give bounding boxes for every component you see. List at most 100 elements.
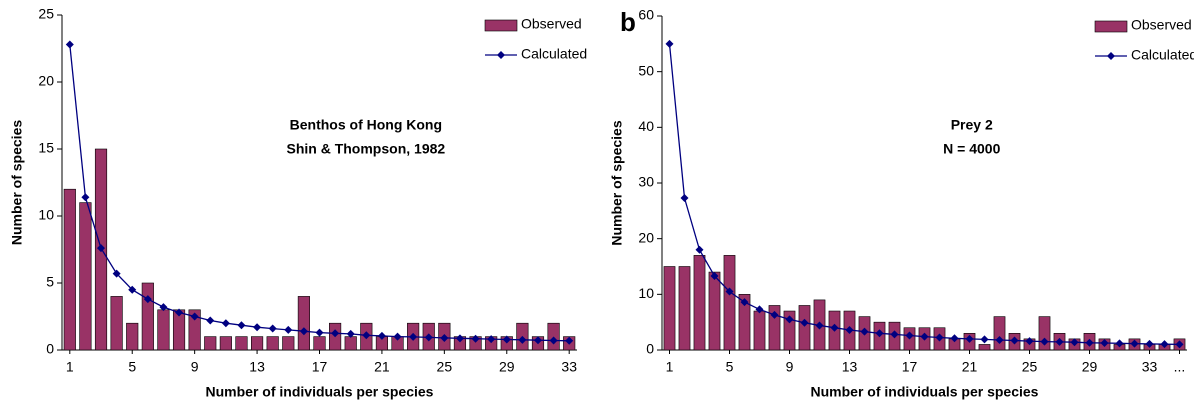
x-axis-title: Number of individuals per species <box>811 384 1039 400</box>
calculated-point <box>935 333 944 342</box>
x-tick-label: 9 <box>786 359 794 375</box>
legend-label: Calculated <box>1131 47 1194 63</box>
y-tick-label: 25 <box>38 6 54 22</box>
calculated-point <box>1160 340 1169 349</box>
x-tick-label: 29 <box>499 359 515 375</box>
legend-marker <box>497 51 505 59</box>
bar <box>723 255 736 351</box>
bar <box>993 316 1006 351</box>
calculated-point <box>143 295 152 304</box>
bar <box>344 336 357 351</box>
calculated-point <box>424 333 433 342</box>
calculated-point <box>770 310 779 319</box>
bar <box>63 188 76 351</box>
x-tick-label: 9 <box>191 359 199 375</box>
x-tick-label: 5 <box>128 359 136 375</box>
calculated-point <box>1130 339 1139 348</box>
bar <box>79 202 92 351</box>
y-tick-label: 40 <box>638 118 654 134</box>
bar <box>219 336 232 351</box>
x-tick-label: 17 <box>312 359 328 375</box>
annotation: Benthos of Hong Kong <box>290 117 442 133</box>
bar <box>313 336 326 351</box>
calculated-point <box>875 329 884 338</box>
calculated-point <box>800 318 809 327</box>
x-tick-label: 29 <box>1082 359 1098 375</box>
calculated-point <box>860 327 869 336</box>
calculated-point <box>97 244 106 253</box>
bar <box>663 266 676 351</box>
x-tick-label: 1 <box>666 359 674 375</box>
x-tick-label: 5 <box>726 359 734 375</box>
calculated-point <box>785 315 794 324</box>
bar <box>297 296 310 351</box>
bar <box>282 336 295 351</box>
calculated-point <box>680 194 689 203</box>
calculated-point <box>710 271 719 280</box>
calculated-point <box>533 336 542 345</box>
calculated-point <box>965 334 974 343</box>
y-axis-title: Number of species <box>9 120 25 245</box>
calculated-point <box>565 336 574 345</box>
calculated-point <box>128 285 137 294</box>
y-tick-label: 50 <box>638 62 654 78</box>
legend-label: Observed <box>521 16 582 32</box>
bar <box>693 255 706 351</box>
calculated-point <box>980 335 989 344</box>
x-tick-label: 25 <box>437 359 453 375</box>
calculated-point <box>159 303 168 312</box>
calculated-point <box>1100 339 1109 348</box>
calculated-point <box>920 332 929 341</box>
y-tick-label: 0 <box>46 341 54 357</box>
x-tick-label: 33 <box>1142 359 1158 375</box>
bar <box>141 282 154 351</box>
bar <box>188 309 201 351</box>
calculated-point <box>221 319 230 328</box>
annotation: N = 4000 <box>943 141 1000 157</box>
x-tick-label: 21 <box>374 359 390 375</box>
bar <box>126 322 139 351</box>
y-tick-label: 30 <box>638 174 654 190</box>
y-tick-label: 10 <box>38 207 54 223</box>
bar <box>678 266 691 351</box>
calculated-point <box>1145 339 1154 348</box>
calculated-point <box>362 331 371 340</box>
calculated-point <box>725 287 734 296</box>
y-tick-label: 15 <box>38 140 54 156</box>
bar <box>110 296 123 351</box>
calculated-point <box>502 335 511 344</box>
legend-swatch <box>1094 20 1128 33</box>
calculated-point <box>346 329 355 338</box>
calculated-point <box>471 334 480 343</box>
bar <box>753 310 766 351</box>
legend-label: Observed <box>1131 17 1192 33</box>
bar <box>768 305 781 351</box>
legend-swatch <box>484 19 518 32</box>
calculated-point <box>1055 337 1064 346</box>
y-tick-label: 60 <box>638 7 654 23</box>
x-axis-title: Number of individuals per species <box>206 384 434 400</box>
calculated-point <box>1040 337 1049 346</box>
x-tick-label: 1 <box>66 359 74 375</box>
bar <box>708 271 721 351</box>
calculated-point <box>995 335 1004 344</box>
calculated-point <box>409 332 418 341</box>
calculated-point <box>455 334 464 343</box>
y-tick-label: 0 <box>646 341 654 357</box>
x-tick-label: 13 <box>842 359 858 375</box>
calculated-point <box>1025 337 1034 346</box>
calculated-point <box>253 323 262 332</box>
bar <box>978 344 991 351</box>
annotation: Shin & Thompson, 1982 <box>286 141 445 157</box>
calculated-point <box>206 316 215 325</box>
y-tick-label: 5 <box>46 274 54 290</box>
bar <box>266 336 279 351</box>
calculated-point <box>487 335 496 344</box>
y-tick-label: 20 <box>638 229 654 245</box>
y-tick-label: 10 <box>638 285 654 301</box>
calculated-point <box>190 312 199 321</box>
calculated-point <box>695 245 704 254</box>
calculated-point <box>284 325 293 334</box>
bar <box>204 336 217 351</box>
calculated-point <box>1070 338 1079 347</box>
